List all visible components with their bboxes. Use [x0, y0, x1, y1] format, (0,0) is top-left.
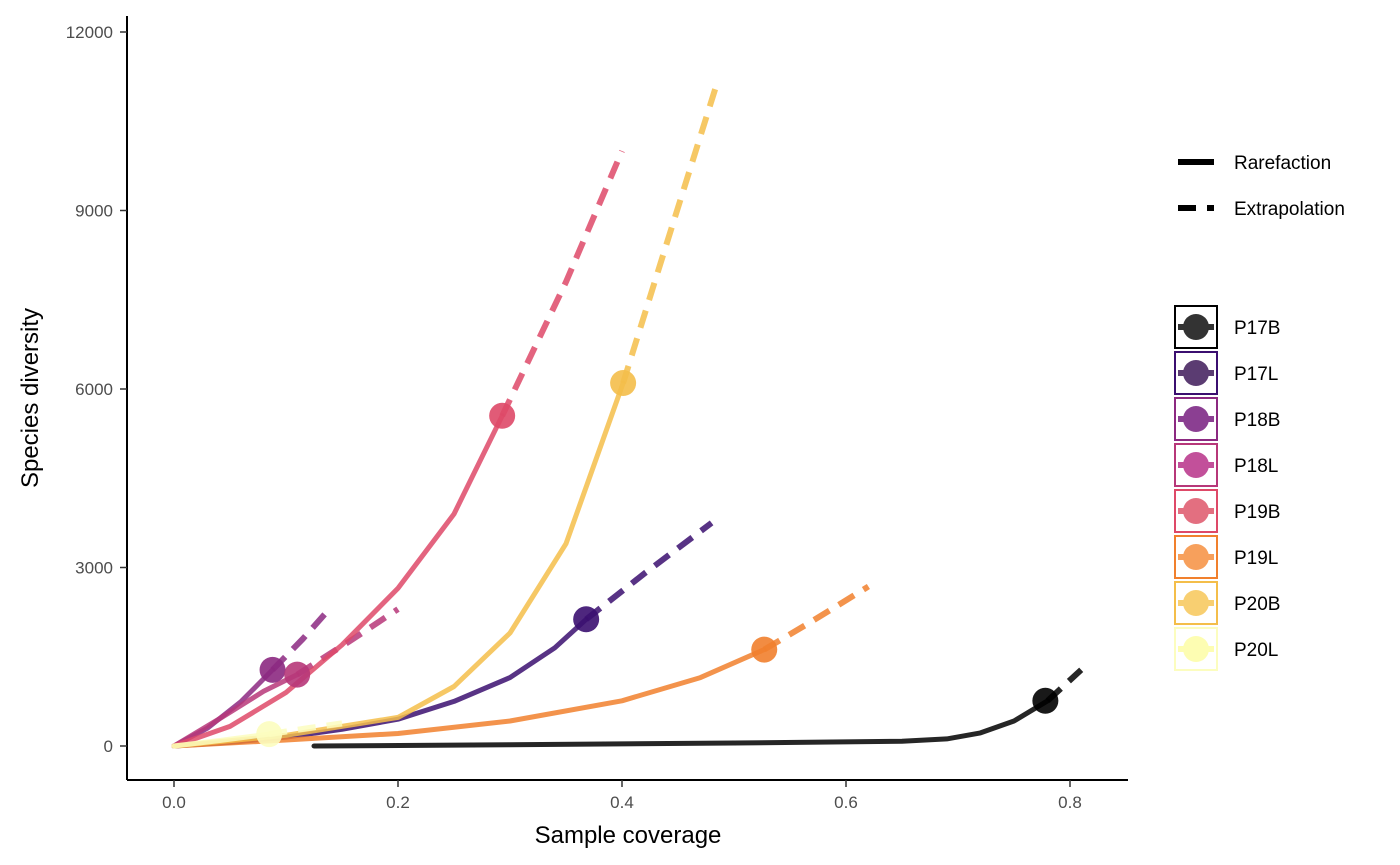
legend-label-dashed: Extrapolation [1234, 199, 1345, 220]
p19l-observed-point [751, 636, 778, 663]
p20b-observed-point [610, 370, 637, 397]
y-tick-label: 0 [104, 737, 113, 756]
y-tick-label: 3000 [75, 559, 113, 578]
ticks-layer: 0.0 0.2 0.4 0.6 0.8 0 3000 6000 9000 12000 [66, 23, 1082, 812]
p19l-legend-label: P19L [1234, 548, 1278, 569]
p20b-legend-label: P20B [1234, 594, 1280, 615]
p18l-extrapolation-line [295, 606, 400, 678]
p20l-extrapolation-line [268, 720, 343, 738]
x-axis-title: Sample coverage [535, 822, 722, 849]
x-tick-label: 0.8 [1058, 793, 1082, 812]
x-tick-label: 0.6 [834, 793, 858, 812]
p19b-observed-point [489, 402, 516, 429]
axes-layer [126, 16, 1128, 781]
p17l-rarefaction-line [171, 616, 589, 749]
p19l-rarefaction-line [171, 647, 767, 749]
p17l-extrapolation-line [584, 520, 714, 622]
p18l-legend-key-point [1183, 452, 1209, 478]
p19b-rarefaction-line [171, 413, 505, 749]
p20l-rarefaction-line [171, 731, 272, 749]
p19b-legend-label: P19B [1234, 502, 1280, 523]
p17l-legend-label: P17L [1234, 364, 1278, 385]
series-legend: P17B P17L P18B P18L P19B P19L P20B P20L [1174, 305, 1280, 671]
x-tick-label: 0.2 [386, 793, 410, 812]
p17b-legend-key-point [1183, 314, 1209, 340]
p19b-legend-key-point [1183, 498, 1209, 524]
p18l-observed-point [284, 661, 311, 688]
p18b-legend-key-point [1183, 406, 1209, 432]
p17b-legend-label: P17B [1234, 318, 1280, 339]
y-tick-label: 9000 [75, 202, 113, 221]
p18l-rarefaction-line [171, 672, 300, 749]
legend-label-solid: Rarefaction [1234, 153, 1331, 174]
p20b-legend-key-point [1183, 590, 1209, 616]
p19b-extrapolation-line [499, 149, 625, 418]
y-tick-label: 12000 [66, 23, 113, 42]
markers-layer [256, 370, 1059, 748]
y-axis-title: Species diversity [17, 308, 44, 488]
x-tick-label: 0.0 [162, 793, 186, 812]
p20b-extrapolation-line [620, 81, 721, 384]
p17b-rarefaction-line [311, 698, 1051, 749]
p18b-legend-label: P18B [1234, 410, 1280, 431]
p18l-legend-label: P18L [1234, 456, 1278, 477]
x-tick-label: 0.4 [610, 793, 634, 812]
p18b-extrapolation-line [270, 605, 334, 672]
y-tick-label: 6000 [75, 380, 113, 399]
linetype-legend: Rarefaction Extrapolation [1178, 153, 1345, 220]
p19l-extrapolation-line [762, 583, 870, 653]
p20l-legend-key-point [1183, 636, 1209, 662]
curves-layer [171, 81, 1084, 749]
p17l-legend-key-point [1183, 360, 1209, 386]
p20l-observed-point [256, 721, 283, 748]
p20b-rarefaction-line [171, 380, 626, 749]
p18b-observed-point [259, 656, 286, 683]
p17l-observed-point [573, 606, 600, 633]
p17b-observed-point [1032, 687, 1059, 714]
p19l-legend-key-point [1183, 544, 1209, 570]
p20l-legend-label: P20L [1234, 640, 1278, 661]
